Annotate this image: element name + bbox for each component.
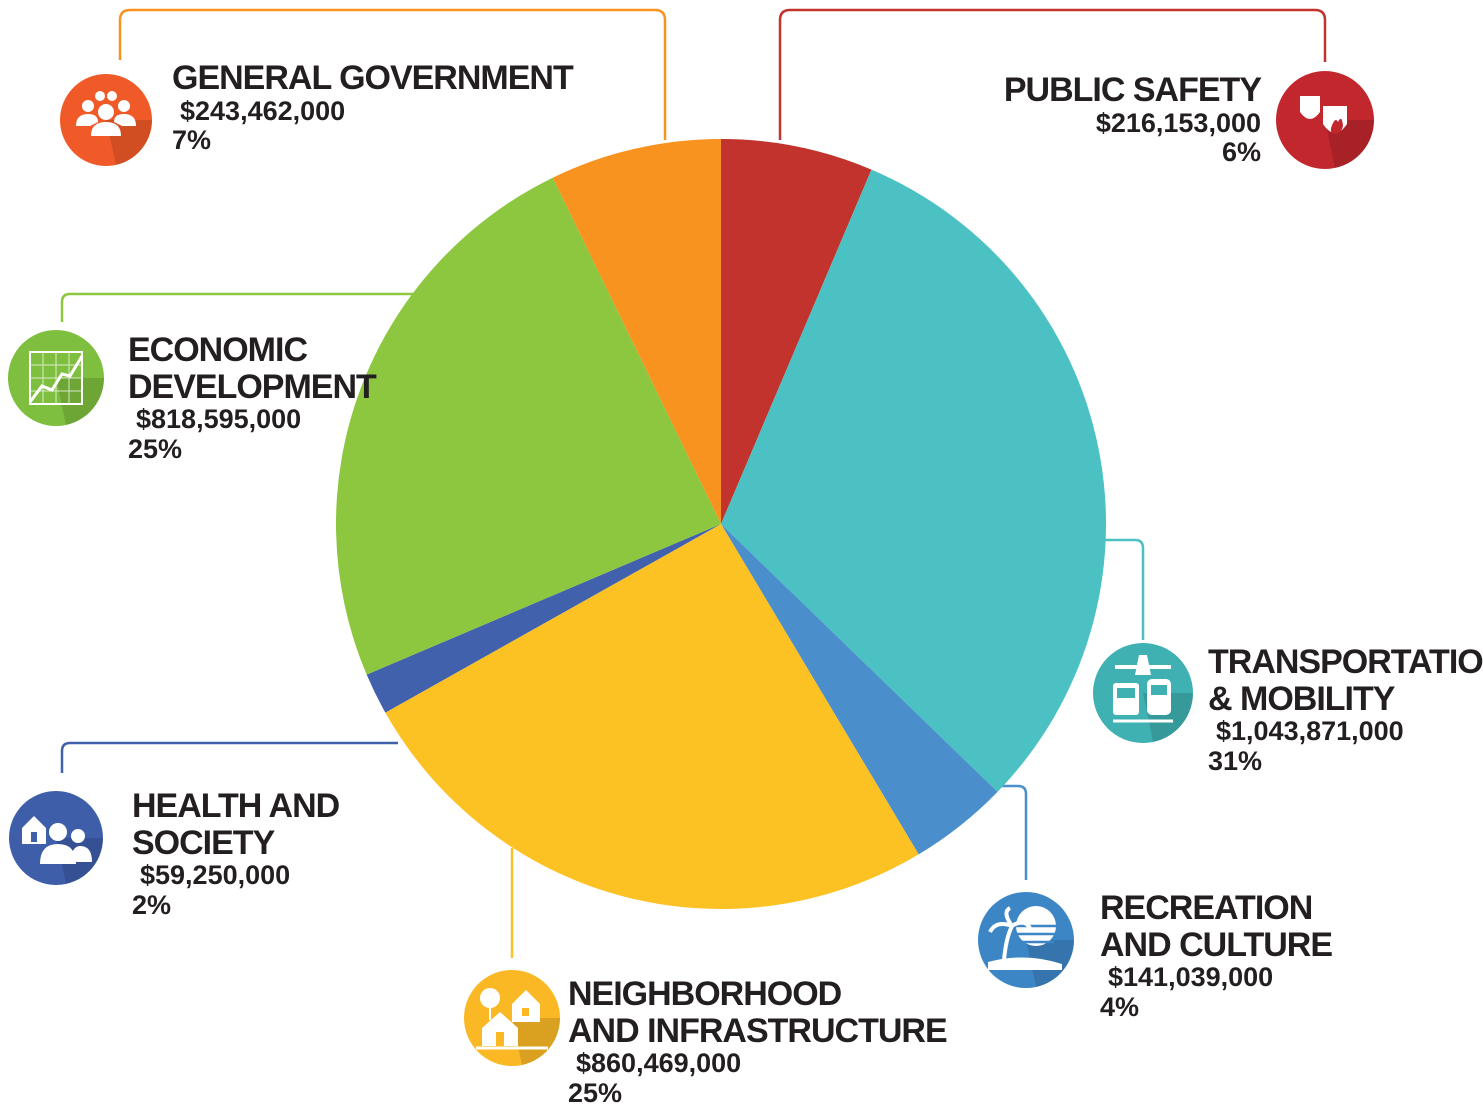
percent-transportation: 31% [1208, 745, 1263, 776]
callout-neighborhood: NEIGHBORHOOD AND INFRASTRUCTURE $860,469… [568, 975, 948, 1108]
pie-slice-general-government [552, 139, 721, 524]
pie-slice-transportation-mobility [721, 169, 1106, 792]
leader-line-transportation [1103, 538, 1145, 640]
amount-public-safety: $216,153,000 [1095, 107, 1261, 138]
recreation-icon [978, 892, 1074, 988]
label-public-safety: PUBLIC SAFETY [1003, 71, 1262, 109]
callout-recreation: RECREATION AND CULTURE $141,039,000 4% [1100, 889, 1333, 1022]
callout-economic-development: ECONOMIC DEVELOPMENT $818,595,000 25% [128, 331, 377, 464]
amount-transportation: $1,043,871,000 [1216, 716, 1404, 747]
amount-general-government: $243,462,000 [180, 95, 346, 126]
label-recreation: RECREATION AND CULTURE [1100, 889, 1333, 964]
pie-slice-public-safety [721, 139, 872, 524]
pie-slice-economic-development [336, 177, 721, 675]
amount-neighborhood: $860,469,000 [576, 1048, 742, 1079]
pie-slices [336, 139, 1106, 910]
callout-health: HEALTH AND SOCIETY $59,250,000 2% [132, 787, 340, 920]
leader-lines [60, 8, 1327, 958]
amount-economic-development: $818,595,000 [136, 404, 302, 435]
amount-recreation: $141,039,000 [1108, 962, 1274, 993]
leader-line-recreation [1000, 784, 1028, 880]
pie-slice-recreation-and-culture [721, 524, 998, 855]
neighborhood-icon [464, 970, 560, 1066]
leader-line-economic-development [60, 292, 415, 322]
transportation-icon [1093, 643, 1193, 743]
economic-development-icon [8, 330, 105, 426]
leader-line-health [60, 741, 398, 773]
leader-line-general-government [118, 8, 667, 140]
label-economic-development: ECONOMIC DEVELOPMENT [128, 331, 377, 406]
callout-transportation: TRANSPORTATION & MOBILITY $1,043,871,000… [1208, 644, 1483, 776]
label-transportation: TRANSPORTATION & MOBILITY [1208, 643, 1483, 718]
percent-general-government: 7% [172, 124, 212, 155]
percent-health: 2% [132, 889, 172, 920]
percent-public-safety: 6% [1221, 136, 1261, 167]
pie-slice-health-and-society [366, 524, 721, 713]
callout-public-safety: PUBLIC SAFETY $216,153,000 6% [1003, 71, 1262, 167]
percent-neighborhood: 25% [568, 1077, 623, 1108]
amount-health: $59,250,000 [140, 860, 291, 891]
public-safety-icon [1276, 71, 1374, 169]
leader-line-public-safety [778, 8, 1327, 140]
pie-slice-neighborhood-and-infrastructure [385, 524, 919, 910]
percent-recreation: 4% [1100, 991, 1140, 1022]
label-general-government: GENERAL GOVERNMENT [172, 59, 574, 97]
health-society-icon [9, 791, 104, 885]
label-neighborhood: NEIGHBORHOOD AND INFRASTRUCTURE [568, 975, 948, 1050]
general-government-icon [60, 74, 153, 166]
percent-economic-development: 25% [128, 433, 183, 464]
label-health: HEALTH AND SOCIETY [132, 787, 340, 862]
callout-general-government: GENERAL GOVERNMENT $243,462,000 7% [172, 59, 574, 155]
